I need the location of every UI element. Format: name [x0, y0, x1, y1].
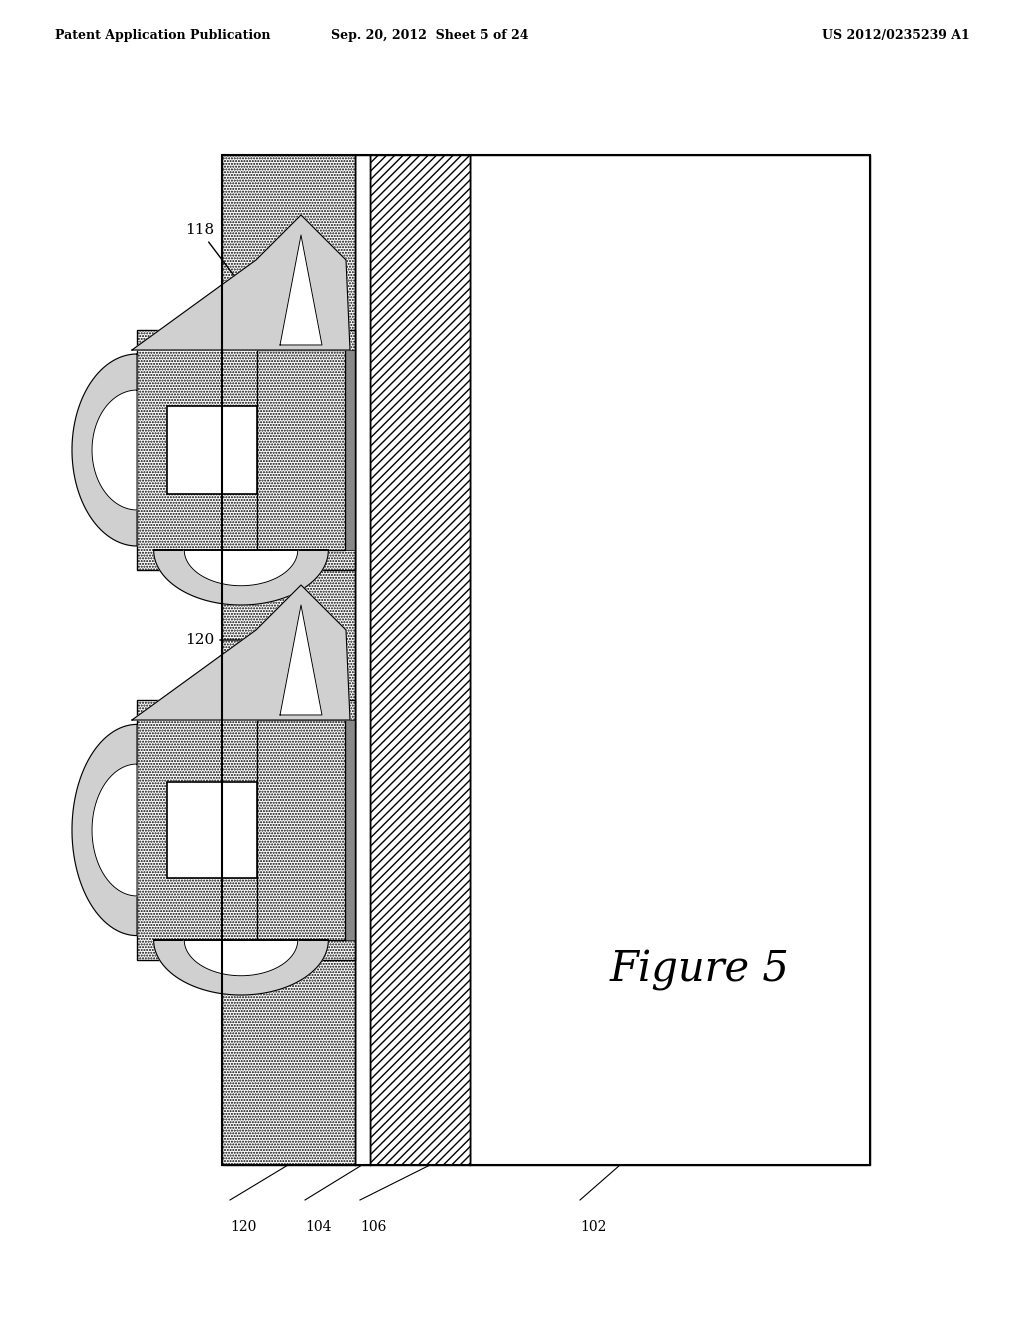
Polygon shape: [132, 585, 350, 719]
Polygon shape: [92, 389, 137, 510]
Bar: [257, 350, 345, 550]
Polygon shape: [72, 725, 137, 936]
Polygon shape: [280, 235, 322, 345]
Bar: [257, 350, 345, 550]
Bar: [137, 700, 355, 960]
Text: Sep. 20, 2012  Sheet 5 of 24: Sep. 20, 2012 Sheet 5 of 24: [331, 29, 528, 41]
Bar: [470, 154, 870, 1166]
Bar: [137, 330, 355, 570]
Polygon shape: [72, 354, 137, 546]
Bar: [345, 350, 355, 550]
Bar: [222, 154, 870, 1166]
Bar: [370, 154, 470, 1166]
Text: 118: 118: [185, 223, 257, 306]
Bar: [167, 781, 257, 878]
Polygon shape: [132, 215, 350, 350]
Bar: [370, 154, 470, 1166]
Text: Patent Application Publication: Patent Application Publication: [55, 29, 270, 41]
Bar: [345, 719, 355, 940]
Text: 120: 120: [185, 634, 296, 647]
Polygon shape: [154, 940, 329, 995]
Text: 120: 120: [230, 1220, 256, 1234]
Bar: [222, 154, 355, 1166]
Bar: [222, 154, 355, 1166]
Bar: [167, 407, 257, 494]
Polygon shape: [92, 764, 137, 896]
Text: Figure 5: Figure 5: [610, 949, 790, 991]
Bar: [137, 700, 355, 960]
Bar: [137, 330, 355, 570]
Text: 106: 106: [360, 1220, 386, 1234]
Bar: [257, 719, 345, 940]
Text: US 2012/0235239 A1: US 2012/0235239 A1: [822, 29, 970, 41]
Text: 102: 102: [580, 1220, 606, 1234]
Polygon shape: [184, 940, 298, 975]
Polygon shape: [280, 605, 322, 715]
Polygon shape: [184, 550, 298, 586]
Polygon shape: [154, 550, 329, 605]
Text: 104: 104: [305, 1220, 332, 1234]
Bar: [355, 154, 370, 1166]
Bar: [257, 719, 345, 940]
